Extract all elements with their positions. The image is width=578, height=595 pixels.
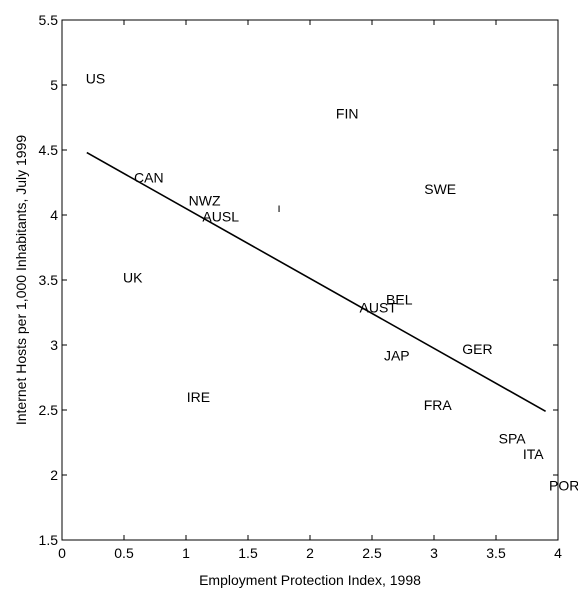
x-axis-label: Employment Protection Index, 1998 [199, 572, 421, 588]
y-tick-label: 3.5 [39, 272, 59, 288]
y-axis-label: Internet Hosts per 1,000 Inhabitants, Ju… [13, 135, 29, 426]
axis-ticks: 0 0.5 1 1.5 2 2.5 3 3.5 4 1.5 2 2.5 3 3.5 4 4.5 5 5.5 [39, 12, 563, 561]
plot-area [61, 19, 559, 541]
point-label-aust: AUST [360, 299, 398, 315]
point-label-nwz: NWZ [189, 193, 221, 209]
point-label-ger: GER [462, 341, 492, 357]
x-tick-label: 1.5 [238, 545, 258, 561]
x-tick-label: 4 [554, 545, 562, 561]
x-tick-label: 3.5 [486, 545, 506, 561]
point-label-bel: BEL [386, 292, 413, 308]
point-label-fra: FRA [424, 397, 453, 413]
x-tick-label: 2 [306, 545, 314, 561]
x-tick-label: 0 [58, 545, 66, 561]
stray-mark: ı [277, 201, 280, 215]
x-tick-label: 0.5 [114, 545, 134, 561]
y-tick-label: 5 [50, 77, 58, 93]
point-label-spa: SPA [499, 431, 527, 447]
fit-line [86, 151, 546, 412]
point-label-swe: SWE [424, 181, 456, 197]
y-tick-label: 5.5 [39, 12, 59, 28]
point-label-jap: JAP [384, 347, 410, 363]
point-label-fin: FIN [336, 106, 359, 122]
point-label-ire: IRE [187, 389, 210, 405]
x-tick-label: 1 [182, 545, 190, 561]
y-tick-label: 4 [50, 207, 58, 223]
point-label-ita: ITA [523, 446, 544, 462]
x-tick-label: 3 [430, 545, 438, 561]
fit-line-group [86, 151, 546, 412]
y-tick-label: 4.5 [39, 142, 59, 158]
y-tick-label: 2 [50, 467, 58, 483]
y-tick-label: 2.5 [39, 402, 59, 418]
y-tick-label: 3 [50, 337, 58, 353]
point-label-uk: UK [123, 269, 143, 285]
y-tick-label: 1.5 [39, 532, 59, 548]
point-label-can: CAN [134, 169, 164, 185]
x-tick-label: 2.5 [362, 545, 382, 561]
point-label-ausl: AUSL [202, 208, 239, 224]
point-label-us: US [86, 71, 105, 87]
point-label-por: POR [549, 477, 578, 493]
